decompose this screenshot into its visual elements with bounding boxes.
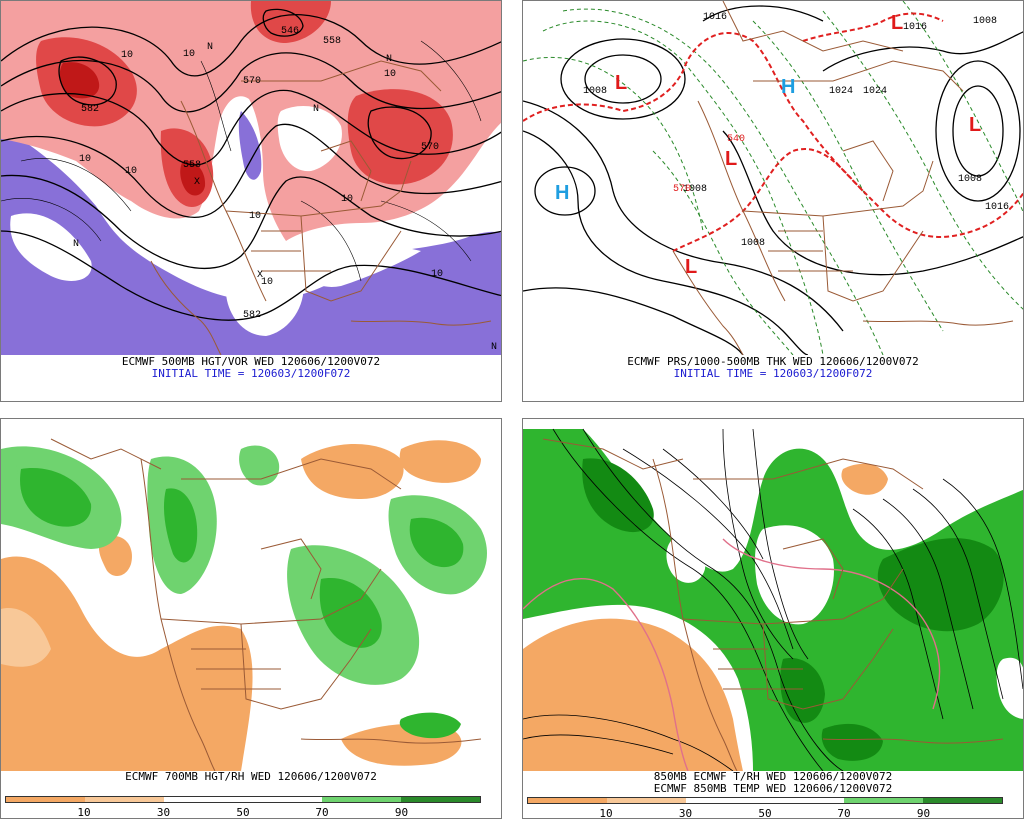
panel-pressure-thickness: 1008 1008 1016 1016 1008 1008 1024 1024 …	[522, 0, 1024, 402]
geographic-borders	[50, 438, 482, 771]
label-10: 10	[341, 194, 353, 205]
label-10: 10	[125, 166, 137, 177]
tick-90: 90	[394, 806, 409, 819]
tick-50: 50	[758, 807, 772, 819]
low-center-symbol: L	[969, 114, 981, 136]
map-500mb: 10 10 10 10 10 10 10 10 10 570 570 558 5…	[1, 1, 501, 355]
label-558: 558	[183, 160, 201, 171]
label-1016: 1016	[703, 12, 727, 23]
label-1008: 1008	[973, 16, 997, 27]
high-center-symbol: H	[555, 182, 569, 204]
contour-labels: 10 10 10 10 10 10 10 10 10 570 570 558 5…	[73, 26, 497, 353]
tick-70: 70	[837, 807, 851, 819]
low-center-symbol: L	[725, 148, 737, 170]
tick-50: 50	[236, 806, 250, 819]
pressure-centers: L L L L L H H	[555, 12, 981, 278]
label-558: 558	[323, 36, 341, 47]
label-1024: 1024	[863, 86, 887, 97]
label-n: N	[491, 342, 497, 353]
label-582: 582	[243, 310, 261, 321]
low-rh-shading	[523, 463, 888, 771]
label-1008: 1008	[741, 238, 765, 249]
label-570: 570	[421, 142, 439, 153]
caption-initial-time: INITIAL TIME = 120603/1200F072	[151, 367, 351, 380]
map-700mb-rh	[1, 419, 501, 771]
low-center-symbol: L	[615, 72, 627, 94]
tick-10: 10	[77, 806, 91, 819]
tick-30: 30	[156, 806, 171, 819]
temperature-contours	[523, 428, 1023, 771]
label-10: 10	[261, 277, 273, 288]
label-10: 10	[384, 69, 396, 80]
isobar-labels: 1008 1008 1016 1016 1008 1008 1024 1024 …	[583, 12, 1009, 249]
isotherm-highlight	[523, 538, 941, 771]
label-10: 10	[79, 154, 91, 165]
caption-initial-time: INITIAL TIME = 120603/1200F072	[673, 367, 873, 380]
label-n: N	[73, 239, 79, 250]
caption-subtitle: ECMWF 850MB TEMP WED 120606/1200V072	[653, 782, 893, 795]
rh-colorbar	[5, 796, 481, 803]
label-10: 10	[249, 211, 261, 222]
panel-700mb-height-rh: ECMWF 700MB HGT/RH WED 120606/1200V072 1…	[0, 418, 502, 819]
rh-colorbar	[527, 797, 1003, 804]
negative-vorticity-shading	[1, 111, 501, 355]
map-pressure-thickness: 1008 1008 1016 1016 1008 1008 1024 1024 …	[523, 1, 1023, 355]
caption-title: 850MB ECMWF T/RH WED 120606/1200V072	[653, 770, 893, 783]
map-850mb-temp-rh	[523, 419, 1023, 771]
label-1008: 1008	[683, 184, 707, 195]
label-x: X	[194, 177, 200, 188]
geographic-borders	[542, 438, 1004, 771]
panel-500mb-height-vorticity: 10 10 10 10 10 10 10 10 10 570 570 558 5…	[0, 0, 502, 402]
caption-title: ECMWF 700MB HGT/RH WED 120606/1200V072	[125, 770, 377, 783]
geographic-borders	[672, 1, 1014, 355]
label-1008: 1008	[583, 86, 607, 97]
label-n: N	[207, 42, 213, 53]
label-10: 10	[183, 49, 195, 60]
label-570: 570	[673, 184, 691, 195]
panel-850mb-temp-rh: 850MB ECMWF T/RH WED 120606/1200V072 ECM…	[522, 418, 1024, 819]
tick-10: 10	[599, 807, 613, 819]
geographic-borders	[150, 60, 492, 355]
tick-30: 30	[678, 807, 693, 819]
caption-title: ECMWF 500MB HGT/VOR WED 120606/1200V072	[121, 355, 381, 368]
label-1016: 1016	[903, 22, 927, 33]
label-10: 10	[431, 269, 443, 280]
label-582: 582	[81, 104, 99, 115]
high-center-symbol: H	[781, 76, 795, 98]
label-n: N	[313, 104, 319, 115]
label-n: N	[386, 54, 392, 65]
low-rh-shading	[1, 440, 481, 771]
label-1008: 1008	[958, 174, 982, 185]
tick-70: 70	[315, 806, 329, 819]
low-center-symbol: L	[685, 256, 697, 278]
thickness-contours-green	[523, 1, 1023, 355]
caption-title: ECMWF PRS/1000-500MB THK WED 120606/1200…	[627, 355, 919, 368]
label-1024: 1024	[829, 86, 853, 97]
tick-90: 90	[916, 807, 931, 819]
label-10: 10	[121, 50, 133, 61]
high-rh-shading	[1, 445, 487, 739]
label-570: 570	[243, 76, 261, 87]
label-1016: 1016	[985, 202, 1009, 213]
low-center-symbol: L	[891, 12, 903, 34]
height-contours	[1, 8, 501, 321]
isobars	[523, 5, 1023, 355]
label-540: 540	[727, 134, 745, 145]
label-x: X	[257, 270, 263, 281]
label-546: 546	[281, 26, 299, 37]
